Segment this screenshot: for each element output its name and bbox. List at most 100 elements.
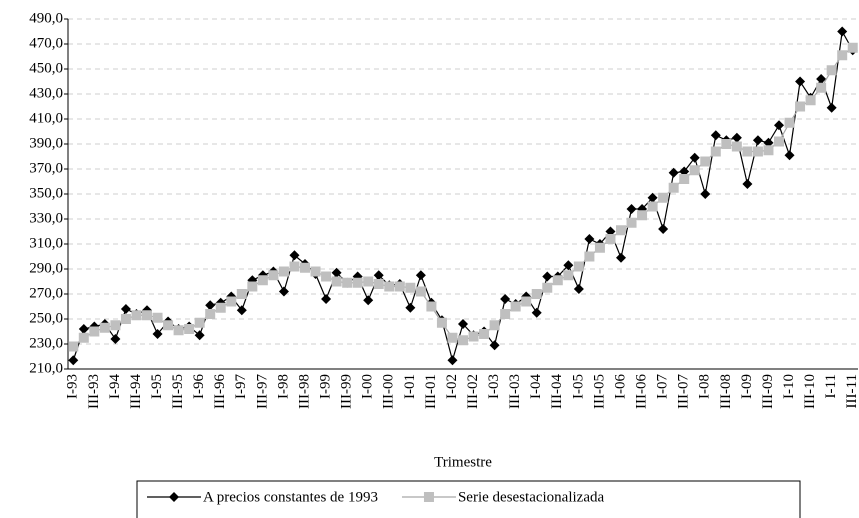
legend-marker [423,492,434,502]
point [774,136,784,147]
x-tick-label: III-94 [128,374,144,409]
point [710,146,721,157]
y-tick-label: 470,0 [29,35,63,51]
x-tick-label: I-10 [781,374,797,399]
x-tick-label: III-03 [507,374,523,409]
point [616,225,626,236]
point [89,326,100,337]
point [763,145,774,156]
y-tick-label: 210,0 [29,360,63,376]
point [331,276,342,287]
point [152,312,163,323]
point [826,102,837,113]
x-tick-label: III-02 [465,374,481,409]
x-tick-label: III-93 [86,374,102,409]
point [363,276,374,287]
point [436,317,447,328]
point [184,324,195,334]
point [236,305,247,316]
x-tick-label: I-02 [444,374,460,399]
point [521,296,532,307]
y-tick-label: 410,0 [29,110,63,126]
x-tick-label: I-07 [655,374,671,399]
point [468,331,479,342]
x-tick-label: I-95 [149,374,165,399]
point [605,234,616,244]
x-tick-label: I-09 [739,374,755,399]
point [594,242,605,253]
point [289,250,300,261]
point [752,135,763,146]
point [321,271,332,282]
point [500,309,511,319]
x-tick-label: III-96 [212,374,228,409]
x-tick-label: I-05 [570,374,586,399]
point [668,182,679,193]
series [68,42,858,352]
x-tick-label: III-00 [381,374,397,409]
point [626,217,637,228]
point [415,286,426,297]
point [731,132,742,143]
point [542,271,553,282]
legend-marker [169,492,179,502]
x-tick-label: I-01 [402,374,418,399]
series-line [72,47,854,347]
point [110,334,121,344]
point [489,320,500,331]
point [837,26,848,37]
x-tick-label: III-08 [718,374,734,409]
x-tick-label: I-06 [612,374,628,399]
x-axis-title: Trimestre [434,454,492,470]
x-tick-label: III-07 [676,374,692,409]
point [120,314,131,324]
point [479,329,490,339]
x-tick-label: III-10 [802,374,818,409]
point [816,74,827,84]
x-tick-label: III-98 [296,374,312,409]
y-tick-label: 250,0 [29,310,63,326]
point [573,284,584,294]
point [700,156,711,167]
point [774,120,784,131]
x-tick-label: III-09 [760,374,776,409]
point [426,301,437,312]
point [205,309,216,319]
point [110,320,121,331]
point [131,310,142,321]
point [805,95,816,106]
point [205,300,216,311]
point [689,165,700,176]
y-tick-label: 390,0 [29,135,63,151]
point [584,251,595,262]
point [268,270,279,281]
point [384,281,395,292]
x-tick-label: I-03 [486,374,502,399]
point [689,152,700,163]
point [278,286,289,297]
y-tick-label: 350,0 [29,185,63,201]
point [637,210,648,221]
point [194,330,205,341]
point [795,101,806,112]
point [710,130,721,141]
point [163,320,174,331]
point [563,270,574,281]
x-tick-label: I-98 [275,374,291,399]
point [626,204,637,214]
point [447,332,458,343]
point [795,76,806,87]
point [342,277,353,288]
point [278,266,289,277]
point [405,302,416,313]
x-tick-label: III-99 [339,374,355,409]
point [257,275,268,286]
point [531,307,542,318]
y-tick-label: 370,0 [29,160,63,176]
point [289,261,300,272]
y-tick-label: 230,0 [29,335,63,351]
point [584,234,595,244]
x-tick-label: III-01 [423,374,439,409]
point [563,260,574,271]
